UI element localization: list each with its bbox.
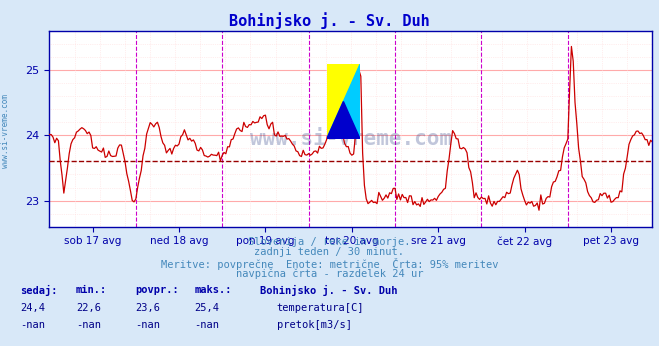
- Text: min.:: min.:: [76, 285, 107, 295]
- Text: Bohinjsko j. - Sv. Duh: Bohinjsko j. - Sv. Duh: [229, 12, 430, 29]
- Text: povpr.:: povpr.:: [135, 285, 179, 295]
- Text: -nan: -nan: [135, 320, 160, 330]
- Text: Slovenija / reke in morje.: Slovenija / reke in morje.: [248, 237, 411, 247]
- Text: 22,6: 22,6: [76, 303, 101, 313]
- Polygon shape: [327, 101, 360, 139]
- Text: zadnji teden / 30 minut.: zadnji teden / 30 minut.: [254, 247, 405, 257]
- Text: temperatura[C]: temperatura[C]: [277, 303, 364, 313]
- Text: -nan: -nan: [76, 320, 101, 330]
- Polygon shape: [327, 64, 360, 139]
- Text: www.si-vreme.com: www.si-vreme.com: [1, 94, 10, 169]
- Text: 24,4: 24,4: [20, 303, 45, 313]
- Text: Meritve: povprečne  Enote: metrične  Črta: 95% meritev: Meritve: povprečne Enote: metrične Črta:…: [161, 258, 498, 270]
- Text: www.si-vreme.com: www.si-vreme.com: [250, 129, 452, 149]
- Text: navpična črta - razdelek 24 ur: navpična črta - razdelek 24 ur: [236, 268, 423, 279]
- Text: -nan: -nan: [20, 320, 45, 330]
- Text: 25,4: 25,4: [194, 303, 219, 313]
- Text: -nan: -nan: [194, 320, 219, 330]
- Text: pretok[m3/s]: pretok[m3/s]: [277, 320, 352, 330]
- Text: maks.:: maks.:: [194, 285, 232, 295]
- Text: 23,6: 23,6: [135, 303, 160, 313]
- Text: Bohinjsko j. - Sv. Duh: Bohinjsko j. - Sv. Duh: [260, 285, 398, 297]
- Polygon shape: [327, 64, 360, 139]
- Text: sedaj:: sedaj:: [20, 285, 57, 297]
